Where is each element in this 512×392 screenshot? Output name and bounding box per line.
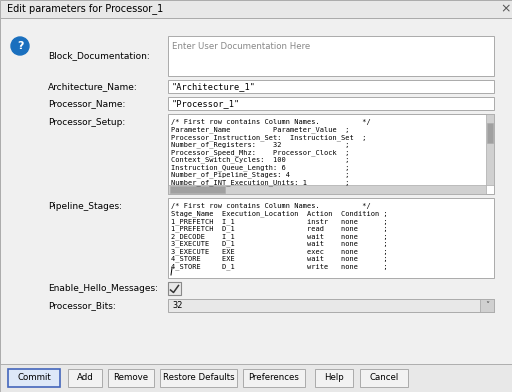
Text: Edit parameters for Processor_1: Edit parameters for Processor_1: [7, 4, 163, 15]
Text: /* First row contains Column Names.          */: /* First row contains Column Names. */: [171, 119, 371, 125]
Text: 1_PREFETCH  D_1                 read    none      ;: 1_PREFETCH D_1 read none ;: [171, 225, 388, 232]
Bar: [168, 198, 494, 278]
Bar: [0, 0, 512, 18]
Bar: [480, 299, 494, 312]
Bar: [108, 369, 154, 387]
Bar: [360, 369, 408, 387]
Text: ?: ?: [17, 41, 23, 51]
Text: Number_of_Registers:    32               ;: Number_of_Registers: 32 ;: [171, 142, 350, 148]
Bar: [8, 369, 60, 387]
Text: Processor_Name:: Processor_Name:: [48, 99, 125, 108]
Text: Remove: Remove: [114, 374, 148, 383]
Text: Enable_Hello_Messages:: Enable_Hello_Messages:: [48, 284, 158, 293]
Text: Pipeline_Stages:: Pipeline_Stages:: [48, 201, 122, 211]
Text: Processor_Bits:: Processor_Bits:: [48, 301, 116, 310]
Bar: [168, 282, 181, 295]
Text: Help: Help: [324, 374, 344, 383]
Text: Preferences: Preferences: [248, 374, 300, 383]
Text: ˅: ˅: [485, 301, 489, 310]
Bar: [487, 123, 493, 143]
Text: 4_STORE     EXE                 wait    none      ;: 4_STORE EXE wait none ;: [171, 256, 388, 262]
Text: Processor_Instruction_Set:  Instruction_Set  ;: Processor_Instruction_Set: Instruction_S…: [171, 134, 367, 141]
Text: Number_of_Pipeline_Stages: 4             ;: Number_of_Pipeline_Stages: 4 ;: [171, 172, 350, 178]
Text: 2_DECODE    I_1                 wait    none      ;: 2_DECODE I_1 wait none ;: [171, 233, 388, 240]
Text: 32: 32: [172, 301, 182, 310]
Text: 3_EXECUTE   D_1                 wait    none      ;: 3_EXECUTE D_1 wait none ;: [171, 241, 388, 247]
Text: Number_of_INT_Execution_Units: 1         ;: Number_of_INT_Execution_Units: 1 ;: [171, 179, 350, 186]
Text: Commit: Commit: [17, 374, 51, 383]
Text: 1_PREFETCH  I_1                 instr   none      ;: 1_PREFETCH I_1 instr none ;: [171, 218, 388, 225]
Bar: [168, 299, 494, 312]
Text: /* First row contains Column Names.          */: /* First row contains Column Names. */: [171, 203, 371, 209]
Bar: [168, 80, 494, 93]
Bar: [168, 36, 494, 76]
Text: Enter User Documentation Here: Enter User Documentation Here: [172, 42, 310, 51]
Text: Block_Documentation:: Block_Documentation:: [48, 51, 150, 60]
Text: Processor_Speed_Mhz:    Processor_Clock  ;: Processor_Speed_Mhz: Processor_Clock ;: [171, 149, 350, 156]
Bar: [0, 364, 512, 392]
Bar: [170, 186, 225, 193]
Text: Processor_Setup:: Processor_Setup:: [48, 118, 125, 127]
Text: "Architecture_1": "Architecture_1": [172, 82, 256, 91]
Text: Add: Add: [77, 374, 93, 383]
Bar: [315, 369, 353, 387]
Text: Instruction_Queue_Length: 6              ;: Instruction_Queue_Length: 6 ;: [171, 164, 350, 171]
Bar: [243, 369, 305, 387]
Text: Parameter_Name          Parameter_Value  ;: Parameter_Name Parameter_Value ;: [171, 127, 350, 133]
Bar: [168, 97, 494, 110]
Circle shape: [11, 37, 29, 55]
Bar: [168, 185, 486, 194]
Text: ×: ×: [501, 2, 511, 16]
Bar: [486, 114, 494, 185]
Bar: [168, 114, 494, 194]
Text: Cancel: Cancel: [369, 374, 399, 383]
Text: "Processor_1": "Processor_1": [172, 99, 240, 108]
Text: Restore Defaults: Restore Defaults: [163, 374, 234, 383]
Text: Architecture_Name:: Architecture_Name:: [48, 82, 138, 91]
Text: Stage_Name  Execution_Location  Action  Condition ;: Stage_Name Execution_Location Action Con…: [171, 211, 388, 217]
Text: 3_EXECUTE   EXE                 exec    none      ;: 3_EXECUTE EXE exec none ;: [171, 248, 388, 255]
Bar: [68, 369, 102, 387]
Text: Context_Switch_Cycles:  100              ;: Context_Switch_Cycles: 100 ;: [171, 156, 350, 163]
Bar: [160, 369, 237, 387]
Text: 4_STORE     D_1                 write   none      ;: 4_STORE D_1 write none ;: [171, 263, 388, 270]
